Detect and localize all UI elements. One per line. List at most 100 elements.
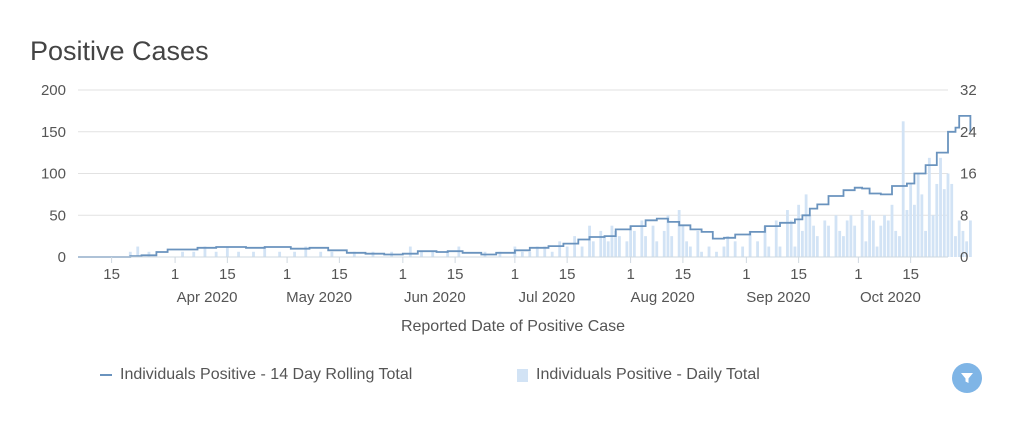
daily-total-bar[interactable]: [214, 251, 218, 257]
legend-item-rolling-total[interactable]: Individuals Positive - 14 Day Rolling To…: [100, 366, 412, 384]
daily-total-bar[interactable]: [625, 241, 629, 257]
daily-total-bar[interactable]: [520, 251, 524, 257]
daily-total-bar[interactable]: [905, 210, 909, 257]
daily-total-bar[interactable]: [849, 215, 853, 257]
daily-total-bar[interactable]: [965, 241, 969, 257]
daily-total-bars[interactable]: [128, 121, 972, 258]
daily-total-bar[interactable]: [950, 183, 954, 257]
daily-total-bar[interactable]: [763, 225, 767, 257]
daily-total-bar[interactable]: [330, 251, 334, 257]
daily-total-bar[interactable]: [741, 246, 745, 257]
legend-item-daily-total[interactable]: Individuals Positive - Daily Total: [517, 366, 760, 384]
daily-total-bar[interactable]: [838, 230, 842, 257]
daily-total-bar[interactable]: [722, 246, 726, 257]
daily-total-bar[interactable]: [203, 246, 207, 257]
daily-total-bar[interactable]: [864, 241, 868, 257]
daily-total-bar[interactable]: [733, 241, 737, 257]
daily-total-bar[interactable]: [677, 210, 681, 257]
daily-total-bar[interactable]: [920, 194, 924, 257]
daily-total-bar[interactable]: [909, 183, 913, 257]
daily-total-bar[interactable]: [651, 225, 655, 257]
daily-total-bar[interactable]: [599, 230, 603, 257]
daily-total-bar[interactable]: [408, 246, 412, 257]
daily-total-bar[interactable]: [786, 210, 789, 257]
daily-total-bar[interactable]: [591, 241, 595, 257]
daily-total-bar[interactable]: [927, 157, 931, 257]
daily-total-bar[interactable]: [868, 215, 871, 257]
daily-total-bar[interactable]: [535, 246, 539, 257]
daily-total-bar[interactable]: [655, 241, 659, 257]
daily-total-bar[interactable]: [431, 251, 435, 257]
daily-total-bar[interactable]: [629, 225, 633, 257]
daily-total-bar[interactable]: [618, 236, 621, 257]
daily-total-bar[interactable]: [916, 173, 920, 258]
daily-total-bar[interactable]: [804, 194, 808, 257]
daily-total-bar[interactable]: [860, 210, 864, 257]
daily-total-bar[interactable]: [942, 189, 946, 257]
daily-total-bar[interactable]: [136, 246, 140, 257]
daily-total-bar[interactable]: [842, 236, 845, 257]
daily-total-bar[interactable]: [666, 215, 670, 257]
daily-total-bar[interactable]: [793, 246, 797, 257]
daily-total-bar[interactable]: [875, 246, 879, 257]
daily-total-bar[interactable]: [898, 236, 901, 257]
daily-total-bar[interactable]: [543, 246, 547, 257]
daily-total-bar[interactable]: [939, 157, 942, 257]
daily-total-bar[interactable]: [954, 236, 957, 257]
daily-total-bar[interactable]: [890, 204, 894, 257]
daily-total-bar[interactable]: [812, 225, 815, 257]
daily-total-bar[interactable]: [685, 241, 689, 257]
daily-total-bar[interactable]: [688, 246, 692, 257]
daily-total-bar[interactable]: [644, 236, 647, 257]
daily-total-bar[interactable]: [946, 173, 950, 258]
daily-total-bar[interactable]: [528, 251, 532, 257]
daily-total-bar[interactable]: [352, 251, 356, 257]
daily-total-bar[interactable]: [446, 251, 450, 257]
daily-total-bar[interactable]: [778, 246, 782, 257]
daily-total-bar[interactable]: [969, 220, 972, 257]
daily-total-bar[interactable]: [662, 230, 666, 257]
daily-total-bar[interactable]: [853, 225, 857, 257]
daily-total-bar[interactable]: [834, 215, 838, 257]
daily-total-bar[interactable]: [696, 230, 700, 257]
daily-total-bar[interactable]: [319, 251, 323, 257]
daily-total-bar[interactable]: [632, 230, 636, 257]
daily-total-bar[interactable]: [420, 251, 423, 257]
daily-total-bar[interactable]: [681, 225, 685, 257]
filter-button[interactable]: [952, 363, 982, 393]
daily-total-bar[interactable]: [748, 230, 752, 257]
daily-total-bar[interactable]: [774, 220, 778, 257]
daily-total-bar[interactable]: [879, 225, 883, 257]
daily-total-bar[interactable]: [573, 236, 577, 257]
daily-total-bar[interactable]: [237, 251, 240, 257]
daily-total-bar[interactable]: [931, 215, 935, 257]
daily-total-bar[interactable]: [192, 251, 196, 257]
daily-total-bar[interactable]: [707, 246, 711, 257]
daily-total-bar[interactable]: [640, 220, 644, 257]
daily-total-bar[interactable]: [147, 251, 151, 257]
daily-total-bar[interactable]: [800, 230, 804, 257]
daily-total-bar[interactable]: [789, 220, 793, 257]
daily-total-bar[interactable]: [603, 236, 606, 257]
rolling-total-line[interactable]: [78, 115, 972, 258]
daily-total-bar[interactable]: [961, 230, 965, 257]
daily-total-bar[interactable]: [827, 225, 830, 257]
daily-total-bar[interactable]: [726, 236, 730, 257]
daily-total-bar[interactable]: [670, 236, 674, 257]
daily-total-bar[interactable]: [580, 246, 584, 257]
daily-total-bar[interactable]: [225, 246, 229, 257]
daily-total-bar[interactable]: [886, 220, 890, 257]
daily-total-bar[interactable]: [588, 225, 591, 257]
daily-total-bar[interactable]: [815, 236, 819, 257]
daily-total-bar[interactable]: [845, 220, 849, 257]
daily-total-bar[interactable]: [912, 204, 916, 257]
daily-total-bar[interactable]: [883, 215, 886, 257]
daily-total-bar[interactable]: [610, 225, 614, 257]
daily-total-bar[interactable]: [181, 251, 184, 257]
daily-total-bar[interactable]: [957, 220, 961, 257]
daily-total-bar[interactable]: [808, 215, 812, 257]
daily-total-bar[interactable]: [767, 246, 771, 257]
daily-total-bar[interactable]: [756, 241, 759, 257]
daily-total-bar[interactable]: [924, 230, 927, 257]
daily-total-bar[interactable]: [128, 251, 132, 257]
